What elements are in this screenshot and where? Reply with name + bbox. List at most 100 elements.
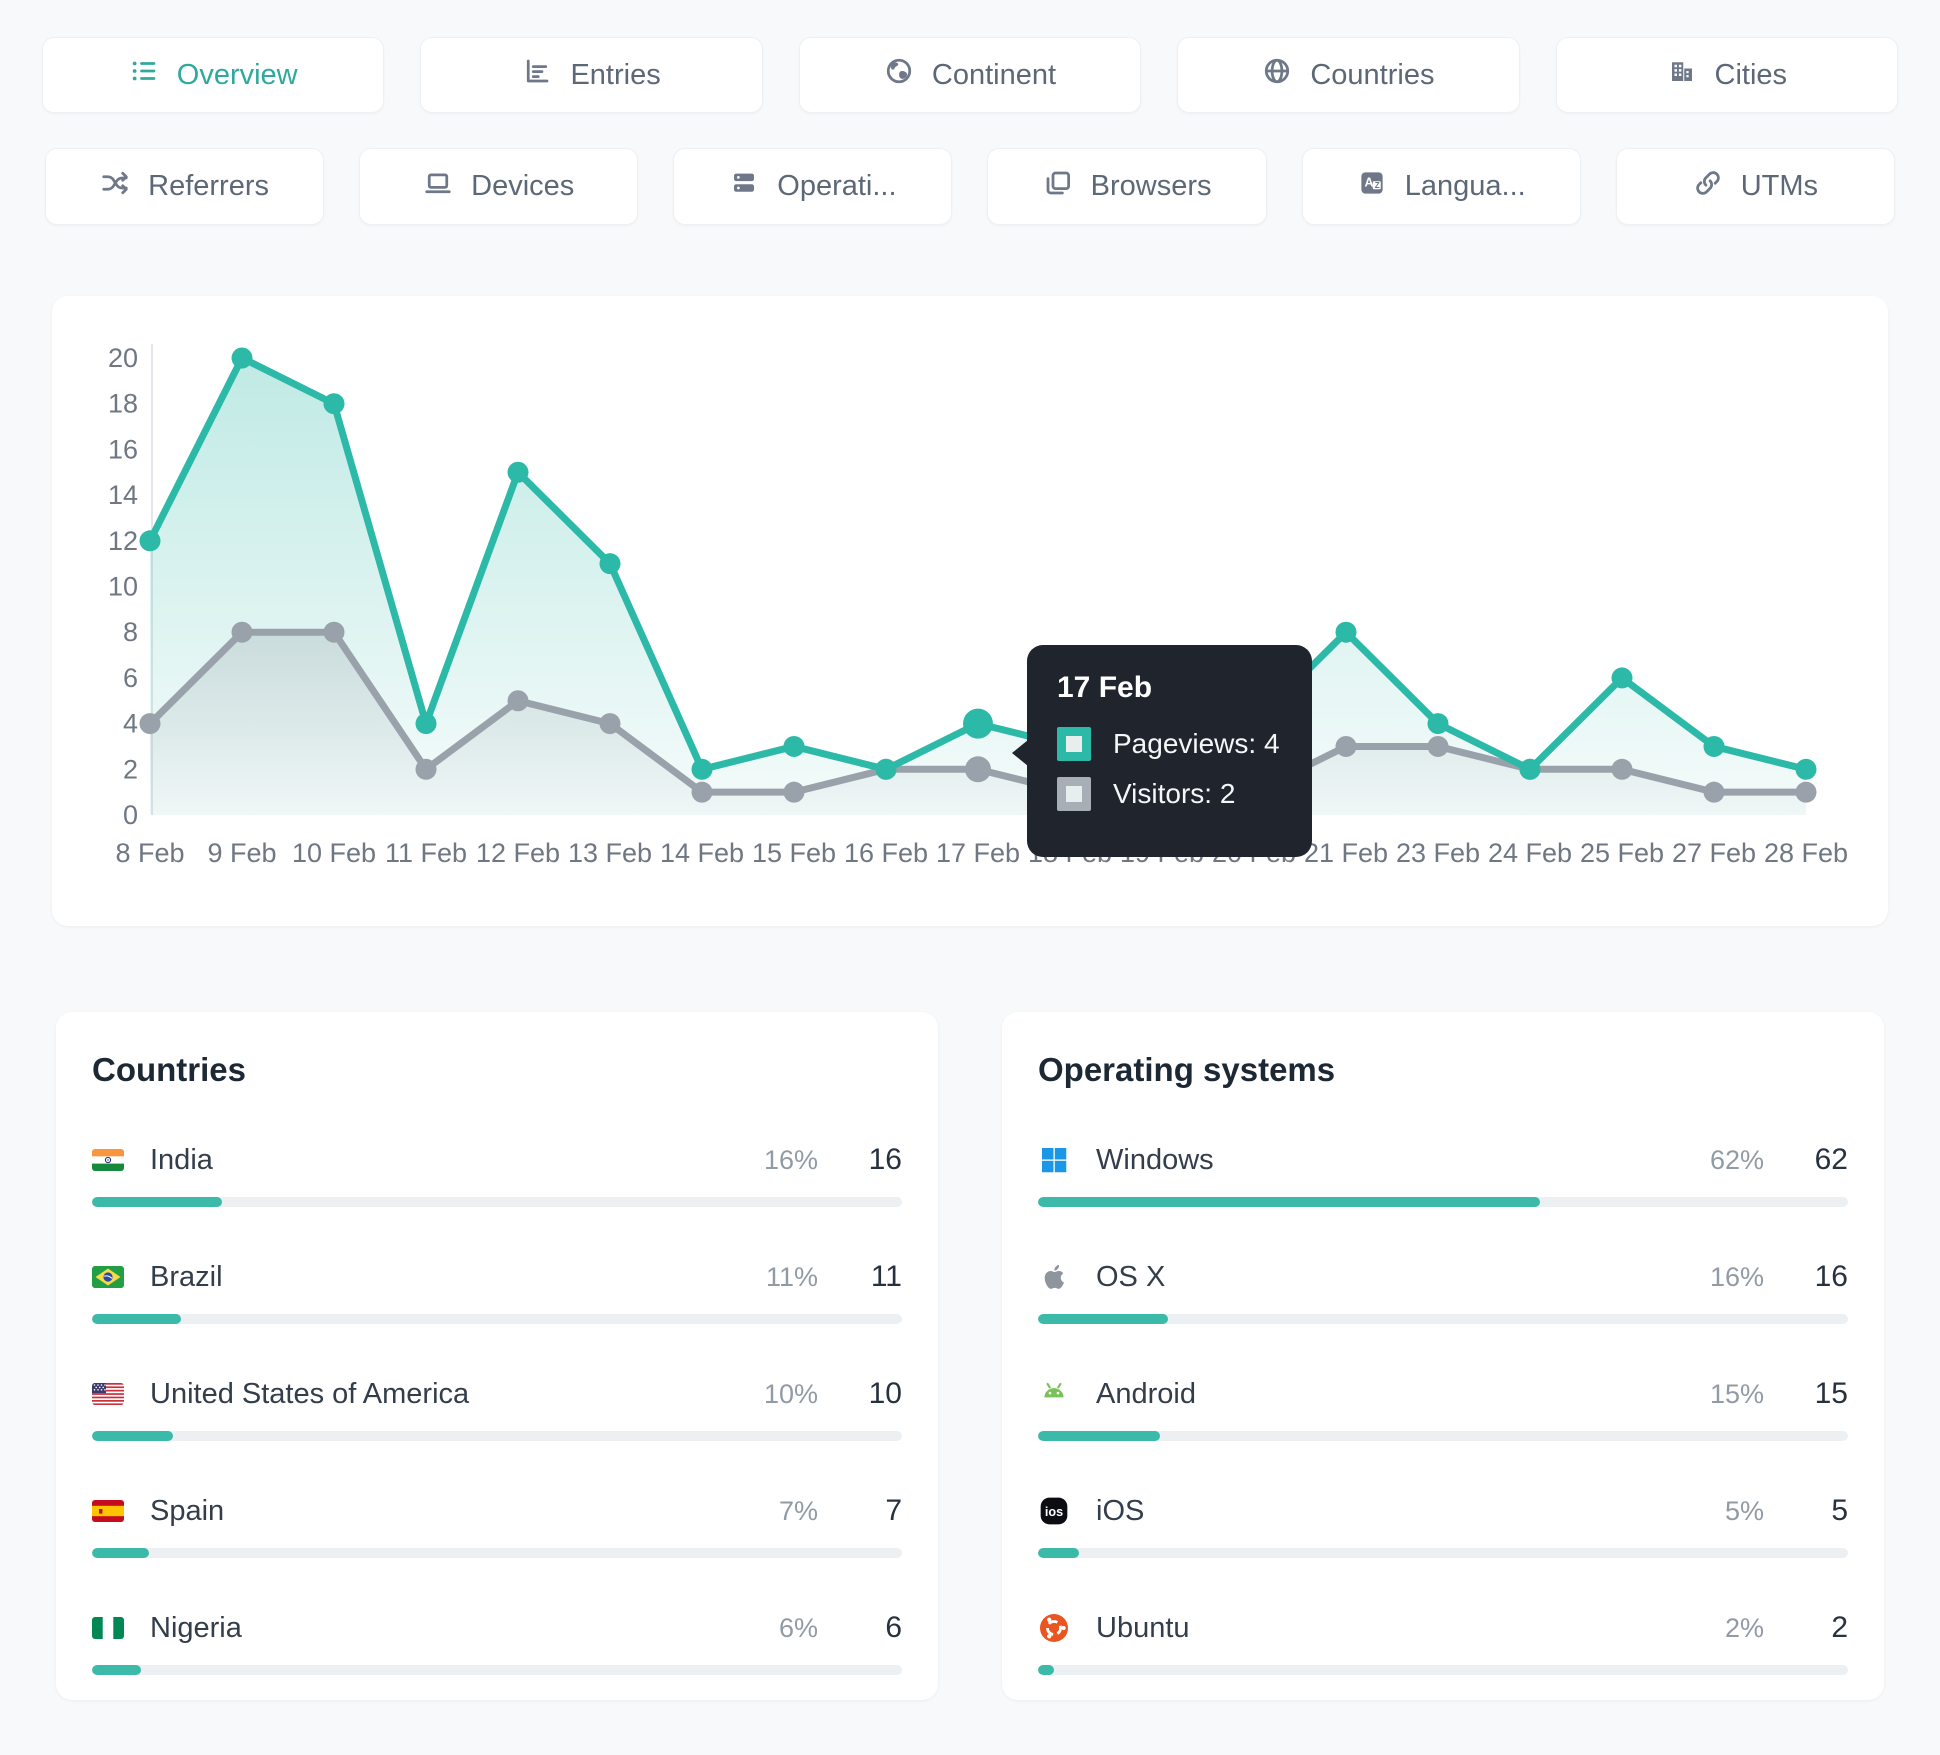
svg-text:11 Feb: 11 Feb: [385, 838, 467, 868]
country-row-brazil[interactable]: Brazil 11% 11: [92, 1255, 902, 1324]
tab-label: Cities: [1714, 58, 1788, 91]
tab-continent[interactable]: Continent: [798, 37, 1142, 113]
browser-windows-icon: [1043, 168, 1073, 206]
tab-overview[interactable]: Overview: [42, 37, 385, 113]
os-bar-track: [1038, 1197, 1848, 1207]
svg-text:16 Feb: 16 Feb: [844, 838, 928, 868]
earth-icon: [884, 56, 914, 94]
stats-cards-row: Countries India 16% 16 Brazil 1: [56, 1012, 1884, 1700]
chart-tooltip: 17 Feb Pageviews: 4 Visitors: 2: [1012, 645, 1312, 857]
country-row-usa[interactable]: United States of America 10% 10: [92, 1372, 902, 1441]
brazil-flag-icon: [92, 1266, 126, 1288]
os-value: 62: [1814, 1143, 1848, 1176]
os-percent: 16%: [1709, 1261, 1764, 1292]
nigeria-flag-icon: [92, 1617, 126, 1639]
os-row-osx[interactable]: OS X 16% 16: [1038, 1255, 1848, 1324]
ubuntu-icon: [1038, 1612, 1072, 1644]
country-row-nigeria[interactable]: Nigeria 6% 6: [92, 1606, 902, 1675]
tab-referrers[interactable]: Referrers: [45, 148, 325, 225]
country-bar-fill: [92, 1197, 222, 1207]
country-bar-track: [92, 1431, 902, 1441]
os-row-android[interactable]: Android 15% 15: [1038, 1372, 1848, 1441]
os-value: 5: [1831, 1494, 1848, 1527]
svg-text:20: 20: [108, 343, 138, 373]
tab-label: Operati...: [777, 170, 897, 202]
tab-label: Overview: [176, 58, 298, 91]
pageviews-legend-swatch-icon: [1057, 727, 1091, 761]
os-name: OS X: [1096, 1260, 1166, 1293]
tab-devices[interactable]: Devices: [359, 148, 639, 225]
country-value: 16: [868, 1143, 902, 1176]
tab-languages[interactable]: A Z Langua...: [1301, 148, 1581, 225]
operating-systems-card: Operating systems Windows 62% 62 OS X 16…: [1002, 1012, 1884, 1700]
tab-countries[interactable]: Countries: [1177, 37, 1520, 113]
os-percent: 15%: [1709, 1378, 1764, 1409]
list-icon: [129, 56, 159, 94]
india-flag-icon: [92, 1149, 126, 1171]
svg-text:2: 2: [123, 754, 138, 784]
tooltip-date: 17 Feb: [1057, 671, 1153, 704]
tab-cities[interactable]: Cities: [1555, 37, 1898, 113]
os-bar-fill: [1038, 1665, 1055, 1675]
tab-utms[interactable]: UTMs: [1615, 148, 1895, 225]
tab-entries[interactable]: Entries: [420, 37, 763, 113]
os-value: 2: [1831, 1611, 1848, 1644]
tooltip-pageviews-row: Pageviews: 4: [1057, 727, 1284, 761]
country-row-india[interactable]: India 16% 16: [92, 1138, 902, 1207]
os-bar-track: [1038, 1548, 1848, 1558]
svg-text:ios: ios: [1045, 1505, 1063, 1519]
country-value: 11: [870, 1260, 902, 1293]
svg-text:15 Feb: 15 Feb: [752, 838, 836, 868]
svg-text:23 Feb: 23 Feb: [1396, 838, 1480, 868]
os-row-windows[interactable]: Windows 62% 62: [1038, 1138, 1848, 1207]
country-percent: 11%: [765, 1261, 818, 1292]
os-value: 16: [1814, 1260, 1848, 1293]
tab-label: Countries: [1310, 58, 1435, 91]
country-name: India: [150, 1143, 213, 1176]
os-name: Android: [1096, 1377, 1196, 1410]
tab-label: Entries: [570, 58, 661, 91]
country-name: Nigeria: [150, 1611, 242, 1644]
svg-text:12: 12: [108, 526, 138, 556]
os-percent: 2%: [1724, 1612, 1764, 1643]
svg-text:27 Feb: 27 Feb: [1672, 838, 1756, 868]
tab-label: Langua...: [1404, 170, 1526, 202]
tab-row-secondary: Referrers Devices Operati... Browsers A …: [45, 148, 1895, 225]
visitors-legend-swatch-icon: [1057, 777, 1091, 811]
svg-text:10 Feb: 10 Feb: [292, 838, 376, 868]
country-bar-track: [92, 1548, 902, 1558]
svg-text:0: 0: [123, 800, 138, 830]
traffic-chart-card: 0 2 4 6 8 10 12 14 16 18 20 8 Feb 9 Feb 10 Feb 11 Feb 1…: [52, 296, 1888, 926]
country-bar-fill: [92, 1548, 149, 1558]
tooltip-arrow-icon: [1012, 740, 1028, 766]
svg-text:14: 14: [108, 480, 138, 510]
svg-text:14 Feb: 14 Feb: [660, 838, 744, 868]
spain-flag-icon: [92, 1500, 126, 1522]
country-row-spain[interactable]: Spain 7% 7: [92, 1489, 902, 1558]
traffic-chart[interactable]: 0 2 4 6 8 10 12 14 16 18 20 8 Feb 9 Feb 10 Feb 11 Feb 1…: [52, 296, 1888, 926]
tab-browsers[interactable]: Browsers: [987, 148, 1267, 225]
server-icon: [729, 168, 759, 206]
tab-label: Devices: [471, 170, 575, 202]
country-percent: 10%: [763, 1378, 818, 1409]
tab-operating-systems[interactable]: Operati...: [673, 148, 953, 225]
svg-text:16: 16: [108, 434, 138, 464]
svg-text:24 Feb: 24 Feb: [1488, 838, 1572, 868]
os-row-ubuntu[interactable]: Ubuntu 2% 2: [1038, 1606, 1848, 1675]
os-bar-fill: [1038, 1548, 1079, 1558]
apple-icon: [1038, 1261, 1072, 1293]
svg-text:8: 8: [123, 617, 138, 647]
country-bar-track: [92, 1197, 902, 1207]
country-bar-track: [92, 1665, 902, 1675]
bar-chart-icon: [522, 56, 552, 94]
svg-text:A: A: [1364, 175, 1373, 189]
svg-text:9 Feb: 9 Feb: [207, 838, 276, 868]
tab-label: Browsers: [1090, 170, 1212, 202]
os-row-ios[interactable]: ios iOS 5% 5: [1038, 1489, 1848, 1558]
country-bar-fill: [92, 1314, 182, 1324]
country-percent: 6%: [778, 1612, 818, 1643]
os-value: 15: [1814, 1377, 1848, 1410]
svg-text:Z: Z: [1375, 180, 1380, 189]
svg-text:4: 4: [123, 709, 138, 739]
os-bar-fill: [1038, 1314, 1168, 1324]
